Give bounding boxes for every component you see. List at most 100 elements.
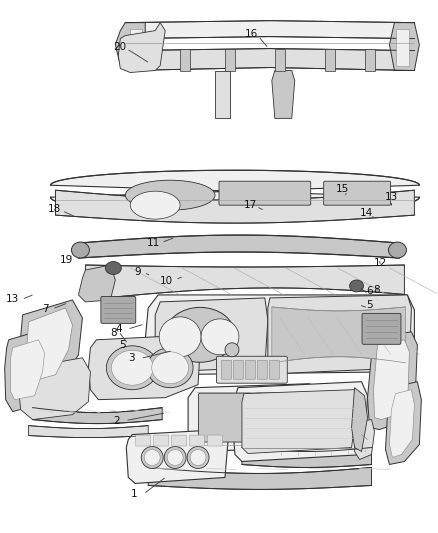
Polygon shape	[115, 22, 145, 70]
Polygon shape	[5, 330, 50, 411]
Text: 18: 18	[47, 204, 60, 214]
Polygon shape	[50, 170, 419, 215]
Polygon shape	[325, 49, 335, 70]
Polygon shape	[56, 190, 414, 223]
Polygon shape	[396, 29, 410, 66]
Polygon shape	[389, 22, 419, 70]
Text: 8: 8	[110, 328, 117, 338]
Text: 9: 9	[134, 268, 141, 277]
Text: 4: 4	[115, 324, 122, 334]
Ellipse shape	[167, 449, 183, 465]
Text: 1: 1	[131, 489, 137, 499]
Polygon shape	[85, 265, 404, 300]
Polygon shape	[385, 382, 421, 464]
Polygon shape	[28, 425, 148, 438]
FancyBboxPatch shape	[269, 360, 279, 379]
Text: 7: 7	[42, 304, 49, 314]
Text: 20: 20	[113, 42, 126, 52]
Polygon shape	[78, 265, 115, 302]
FancyBboxPatch shape	[324, 181, 390, 205]
Polygon shape	[88, 335, 200, 400]
Polygon shape	[126, 430, 228, 483]
Text: 12: 12	[374, 258, 387, 268]
Ellipse shape	[350, 280, 364, 292]
Polygon shape	[155, 298, 268, 372]
Polygon shape	[180, 49, 190, 70]
Ellipse shape	[190, 449, 206, 465]
Text: 3: 3	[128, 353, 135, 364]
FancyBboxPatch shape	[154, 435, 169, 446]
Polygon shape	[272, 307, 406, 363]
Polygon shape	[242, 448, 371, 467]
Polygon shape	[242, 390, 357, 454]
FancyBboxPatch shape	[362, 313, 401, 344]
Polygon shape	[130, 29, 142, 66]
Polygon shape	[19, 300, 82, 390]
Text: 14: 14	[360, 208, 373, 219]
FancyBboxPatch shape	[101, 296, 136, 324]
Ellipse shape	[71, 242, 89, 258]
Text: 5: 5	[366, 300, 373, 310]
FancyBboxPatch shape	[198, 393, 251, 442]
Polygon shape	[355, 419, 374, 459]
Text: 13: 13	[6, 294, 20, 304]
FancyBboxPatch shape	[256, 393, 307, 442]
Polygon shape	[145, 295, 414, 375]
Polygon shape	[275, 49, 285, 70]
Polygon shape	[352, 387, 367, 451]
Text: 6: 6	[366, 286, 373, 296]
Polygon shape	[188, 384, 314, 451]
Ellipse shape	[201, 319, 239, 355]
Ellipse shape	[165, 308, 235, 362]
FancyBboxPatch shape	[245, 360, 255, 379]
Ellipse shape	[389, 242, 406, 258]
Ellipse shape	[164, 447, 186, 469]
Polygon shape	[148, 467, 371, 489]
Text: 16: 16	[245, 29, 258, 39]
Text: 5: 5	[119, 340, 125, 350]
Polygon shape	[78, 235, 399, 258]
FancyBboxPatch shape	[216, 356, 287, 383]
Polygon shape	[118, 22, 165, 72]
Text: 15: 15	[336, 184, 349, 195]
Ellipse shape	[125, 180, 215, 210]
FancyBboxPatch shape	[222, 360, 231, 379]
Ellipse shape	[144, 449, 160, 465]
Polygon shape	[215, 70, 230, 118]
Ellipse shape	[152, 352, 189, 384]
FancyBboxPatch shape	[258, 360, 267, 379]
Ellipse shape	[159, 317, 201, 357]
Polygon shape	[389, 390, 414, 457]
Ellipse shape	[111, 350, 153, 385]
Text: 17: 17	[244, 200, 257, 210]
Text: 19: 19	[60, 255, 73, 264]
Ellipse shape	[225, 343, 239, 357]
Ellipse shape	[130, 191, 180, 219]
Polygon shape	[27, 308, 72, 382]
FancyBboxPatch shape	[233, 360, 244, 379]
Ellipse shape	[141, 447, 163, 469]
Text: 13: 13	[385, 192, 398, 203]
Text: 8: 8	[374, 285, 380, 295]
Ellipse shape	[147, 348, 193, 387]
FancyBboxPatch shape	[136, 435, 151, 446]
Polygon shape	[225, 49, 235, 70]
Polygon shape	[367, 332, 417, 430]
FancyBboxPatch shape	[208, 435, 223, 446]
Polygon shape	[364, 49, 374, 70]
FancyBboxPatch shape	[190, 435, 205, 446]
FancyBboxPatch shape	[172, 435, 187, 446]
Polygon shape	[125, 49, 414, 70]
Polygon shape	[125, 21, 414, 38]
Text: 11: 11	[147, 238, 160, 247]
FancyBboxPatch shape	[219, 181, 311, 205]
Polygon shape	[272, 70, 295, 118]
Polygon shape	[232, 382, 367, 462]
Polygon shape	[19, 358, 90, 419]
Polygon shape	[11, 340, 45, 400]
Text: 2: 2	[113, 416, 120, 426]
Ellipse shape	[106, 262, 121, 274]
Text: 10: 10	[160, 276, 173, 286]
Ellipse shape	[187, 447, 209, 469]
Ellipse shape	[106, 346, 158, 390]
